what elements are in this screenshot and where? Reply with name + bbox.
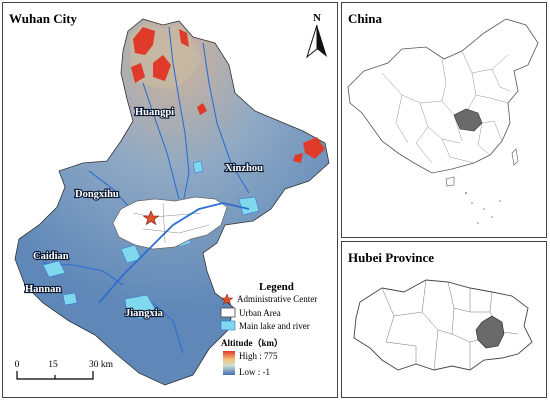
legend-water: Main lake and river	[239, 321, 310, 331]
china-map-panel: China	[341, 2, 547, 238]
china-title: China	[348, 11, 382, 26]
urban-roads	[132, 202, 210, 244]
district-label-dongxihu: Dongxihu	[75, 189, 119, 200]
hubei-map-panel: Hubei Province	[341, 241, 547, 398]
hubei-map	[353, 279, 533, 371]
legend-water-swatch	[220, 320, 236, 331]
china-map	[347, 18, 539, 224]
high-altitude-areas	[131, 27, 325, 163]
wuhan-highlight-hubei	[475, 315, 505, 349]
hubei-highlight-china	[453, 108, 483, 132]
scale-tick-0: 0	[15, 360, 20, 370]
legend-star-icon	[220, 293, 234, 306]
altitude-ramp	[223, 351, 235, 375]
legend-title: Legend	[259, 281, 294, 293]
wuhan-map: Huangpi Xinzhou Dongxihu Caidian Hannan …	[14, 12, 330, 386]
scale-bar: 0 15 30 km	[15, 360, 114, 380]
hubei-outline	[353, 279, 533, 371]
legend-urban-area: Urban Area	[239, 308, 281, 318]
legend-urban-swatch	[220, 307, 236, 318]
district-label-hannan: Hannan	[25, 284, 61, 295]
wuhan-title: Wuhan City	[9, 11, 78, 26]
district-label-xinzhou: Xinzhou	[225, 163, 263, 174]
north-letter: N	[313, 12, 321, 24]
scale-tick-30: 30 km	[89, 360, 114, 370]
hubei-city-lines	[381, 279, 519, 371]
south-china-sea-islands	[465, 192, 501, 224]
china-province-lines	[381, 50, 511, 164]
altitude-high: High : 775	[239, 351, 278, 361]
district-label-huangpi: Huangpi	[135, 107, 174, 118]
scale-tick-15: 15	[48, 360, 58, 370]
hainan	[445, 176, 455, 187]
legend-altitude-title: Altitude（km）	[221, 338, 283, 348]
yangtze-river	[98, 202, 250, 304]
administrative-center-star	[142, 210, 160, 226]
taiwan	[511, 148, 519, 166]
legend-admin-center: Administrative Center	[237, 294, 317, 304]
altitude-low: Low : -1	[239, 367, 270, 377]
district-label-caidian: Caidian	[33, 251, 69, 262]
legend: Legend Administrative Center Urban Area …	[220, 281, 317, 377]
north-arrow: N	[306, 12, 327, 59]
wuhan-map-panel: Wuhan City	[2, 2, 338, 398]
hubei-title: Hubei Province	[348, 250, 435, 265]
district-label-jiangxia: Jiangxia	[125, 308, 164, 319]
lakes	[42, 160, 260, 320]
